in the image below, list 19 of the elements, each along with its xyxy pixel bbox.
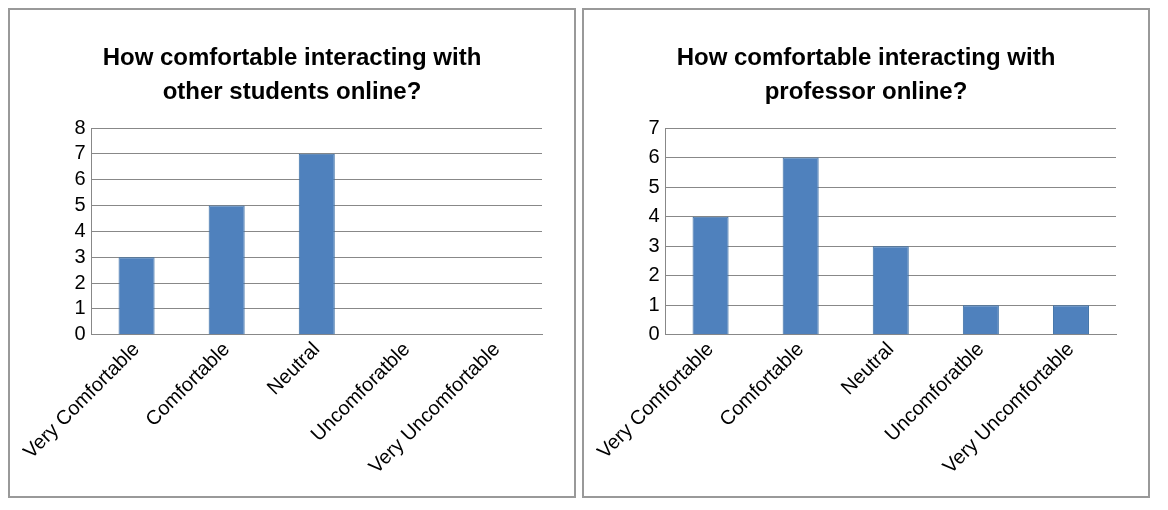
y-tick-label: 8 bbox=[74, 115, 86, 138]
y-tick-label: 6 bbox=[648, 145, 660, 168]
y-tick-label: 0 bbox=[648, 322, 660, 345]
y-tick-label: 4 bbox=[74, 218, 86, 241]
y-tick-label: 3 bbox=[648, 233, 660, 256]
chart-title: How comfortable interacting with professor online? bbox=[675, 42, 1057, 106]
y-tick-label: 2 bbox=[648, 263, 660, 286]
y-tick-label: 5 bbox=[648, 174, 660, 197]
y-tick-label: 6 bbox=[74, 167, 86, 190]
y-tick-label: 0 bbox=[74, 322, 86, 345]
y-tick-label: 5 bbox=[74, 193, 86, 216]
y-tick-label: 4 bbox=[648, 204, 660, 227]
y-tick-label: 1 bbox=[648, 292, 660, 315]
y-tick-label: 7 bbox=[648, 115, 660, 138]
chart-title: How comfortable interacting with other students online? bbox=[101, 42, 483, 106]
y-tick-label: 1 bbox=[74, 296, 86, 319]
y-tick-label: 3 bbox=[74, 244, 86, 267]
y-tick-label: 7 bbox=[74, 141, 86, 164]
y-tick-label: 2 bbox=[74, 270, 86, 293]
